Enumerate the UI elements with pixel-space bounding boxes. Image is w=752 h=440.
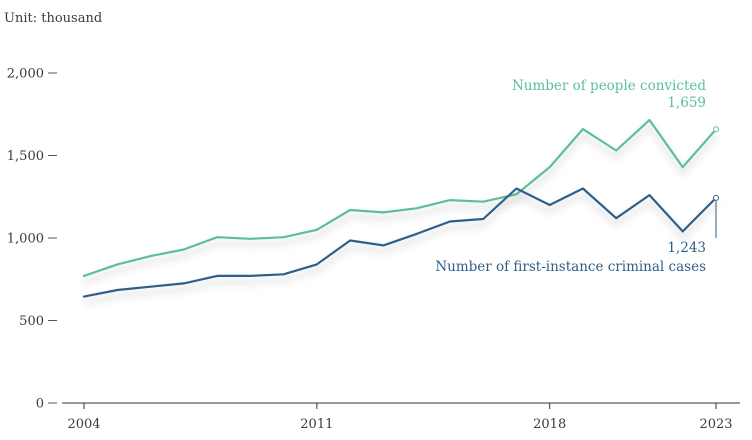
series-layer	[82, 118, 719, 298]
y-tick-label: 0	[36, 397, 44, 412]
series-line-1	[82, 187, 718, 298]
y-tick-label: 1,000	[7, 232, 44, 247]
y-axis: 0 500 1,000 1,500 2,000	[7, 67, 57, 412]
x-tick-label: 2018	[533, 417, 566, 432]
y-tick-label: 1,500	[7, 149, 44, 164]
series-name-label: Number of first-instance criminal cases	[435, 259, 706, 275]
unit-label: Unit: thousand	[4, 11, 102, 26]
y-tick-label: 500	[19, 314, 44, 329]
series-end-point-0	[713, 126, 719, 133]
series-line-0	[82, 118, 718, 277]
x-tick-label: 2011	[300, 417, 333, 432]
y-tick-label: 2,000	[7, 67, 44, 82]
series-end-value-label: 1,659	[667, 95, 706, 111]
series-name-label: Number of people convicted	[512, 78, 706, 94]
series-end-point-1	[713, 194, 719, 201]
series-end-value-label: 1,243	[667, 240, 706, 256]
x-tick-label: 2023	[699, 417, 732, 432]
x-axis: 2004 2011 2018 2023	[62, 402, 740, 432]
x-tick-label: 2004	[67, 417, 100, 432]
